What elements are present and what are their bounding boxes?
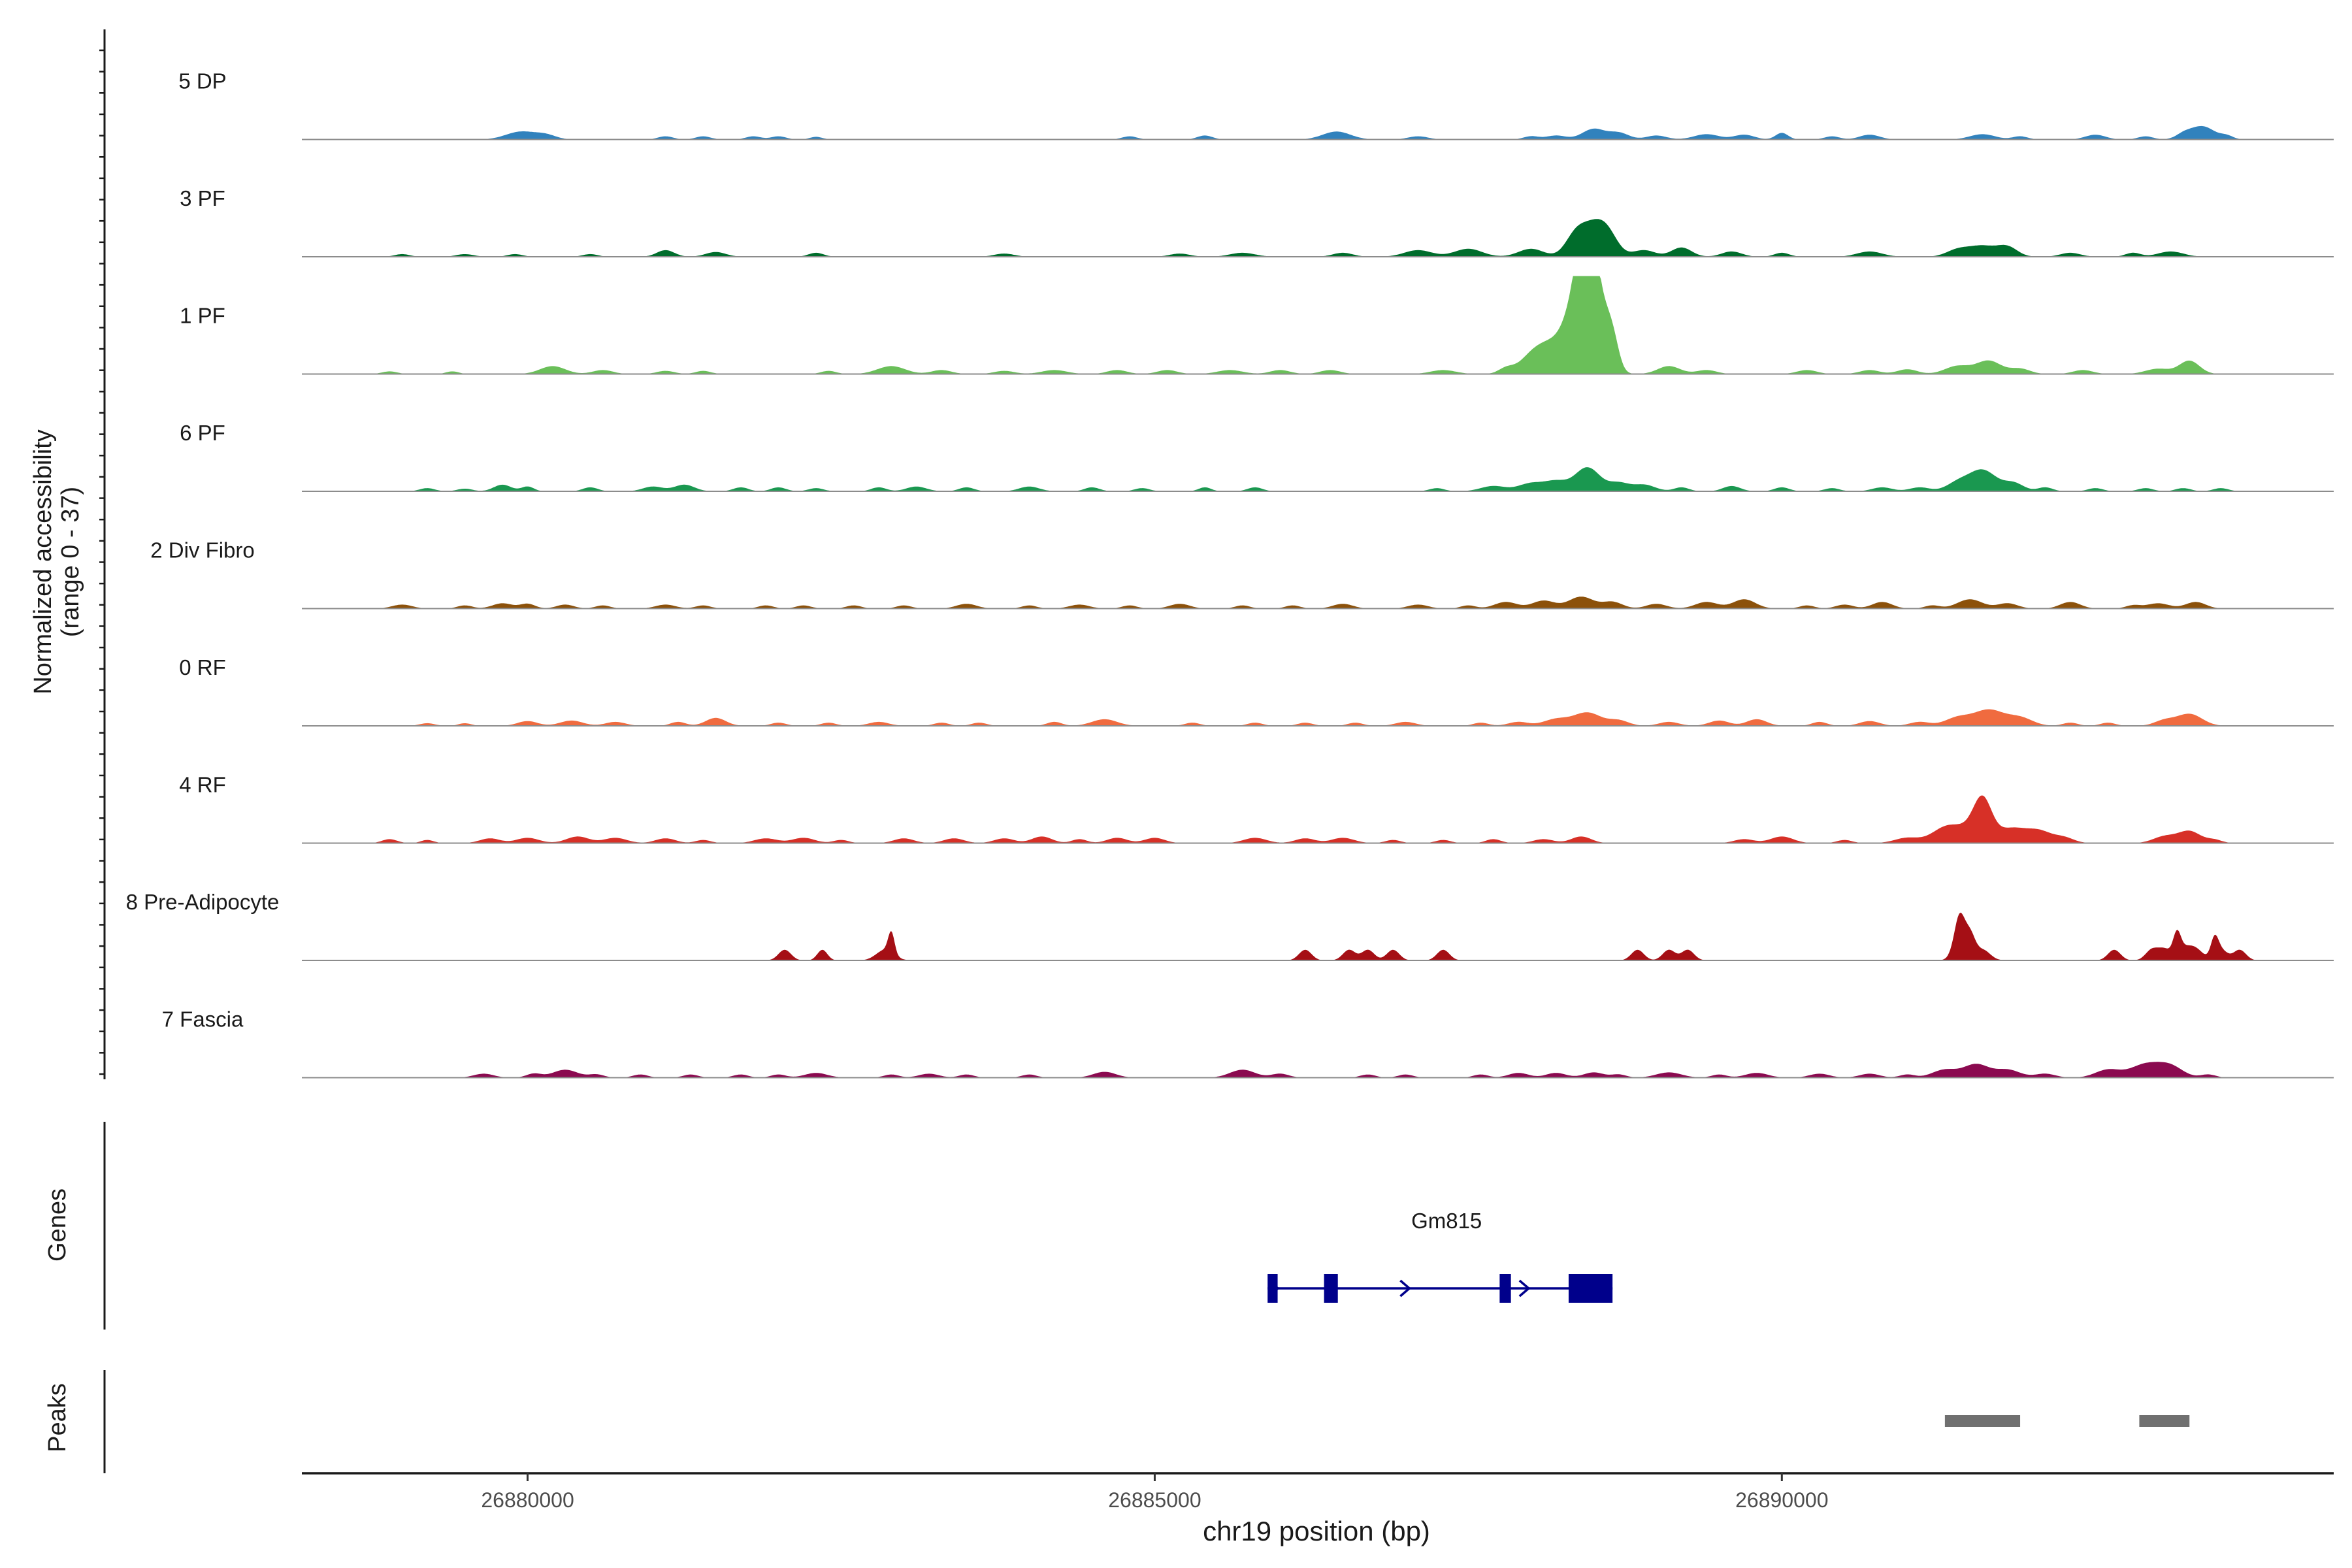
- track-label: 6 PF: [180, 421, 225, 445]
- peak-region: [2139, 1415, 2190, 1427]
- genes-panel: Gm815: [103, 1122, 1613, 1330]
- track-label: 3 PF: [180, 186, 225, 210]
- track-label: 5 DP: [178, 69, 226, 93]
- track-label: 7 Fascia: [162, 1007, 244, 1032]
- track-label: 8 Pre-Adipocyte: [126, 890, 280, 914]
- peaks-panel-label: Peaks: [44, 1383, 71, 1452]
- gene-strand-arrow: [1399, 1279, 1412, 1298]
- x-tick-label: 26880000: [481, 1488, 574, 1512]
- gene-model: Gm815: [1267, 1209, 1613, 1303]
- coverage-area: [302, 709, 2334, 726]
- x-axis: 26880000 26885000 26890000: [302, 1472, 2334, 1512]
- track-label: 0 RF: [179, 655, 226, 679]
- track-1: 3 PF: [180, 186, 2334, 257]
- track-6: 4 RF: [179, 773, 2334, 844]
- genes-panel-label: Genes: [44, 1188, 71, 1262]
- y-axis: [99, 29, 106, 1079]
- track-5: 0 RF: [179, 655, 2334, 727]
- coverage-area: [302, 276, 2334, 374]
- coverage-area: [302, 125, 2334, 140]
- peak-region: [1944, 1415, 2021, 1427]
- coverage-area: [302, 596, 2334, 609]
- x-tick-label: 26885000: [1108, 1488, 1201, 1512]
- coverage-area: [302, 467, 2334, 491]
- coverage-tracks: 5 DP 3 PF 1 PF 6 PF 2 Div Fibro 0 RF 4 RF 8 Pre…: [126, 69, 2334, 1079]
- x-axis-label: chr19 position (bp): [1203, 1516, 1430, 1546]
- x-tick-label: 26890000: [1735, 1488, 1828, 1512]
- gene-exon: [1324, 1274, 1338, 1303]
- track-label: 2 Div Fibro: [150, 538, 255, 563]
- track-label: 1 PF: [180, 304, 225, 328]
- coverage-area: [302, 1062, 2334, 1078]
- gene-exon: [1568, 1274, 1613, 1303]
- track-label: 4 RF: [179, 773, 226, 797]
- track-7: 8 Pre-Adipocyte: [126, 890, 2334, 961]
- track-2: 1 PF: [180, 276, 2334, 375]
- coverage-area: [302, 795, 2334, 843]
- y-axis-label-range: (range 0 - 37): [57, 487, 84, 637]
- track-0: 5 DP: [178, 69, 2334, 140]
- peaks-panel: [103, 1370, 2190, 1473]
- gene-exon: [1499, 1274, 1511, 1303]
- track-3: 6 PF: [180, 421, 2334, 492]
- track-8: 7 Fascia: [162, 1007, 2334, 1079]
- track-4: 2 Div Fibro: [150, 538, 2334, 610]
- coverage-area: [302, 219, 2334, 257]
- gene-strand-arrow: [1518, 1279, 1531, 1298]
- gene-strand-arrow: [1267, 1279, 1280, 1298]
- coverage-area: [302, 912, 2334, 960]
- gene-name: Gm815: [1411, 1209, 1482, 1233]
- y-axis-label: Normalized accessibility: [29, 429, 57, 694]
